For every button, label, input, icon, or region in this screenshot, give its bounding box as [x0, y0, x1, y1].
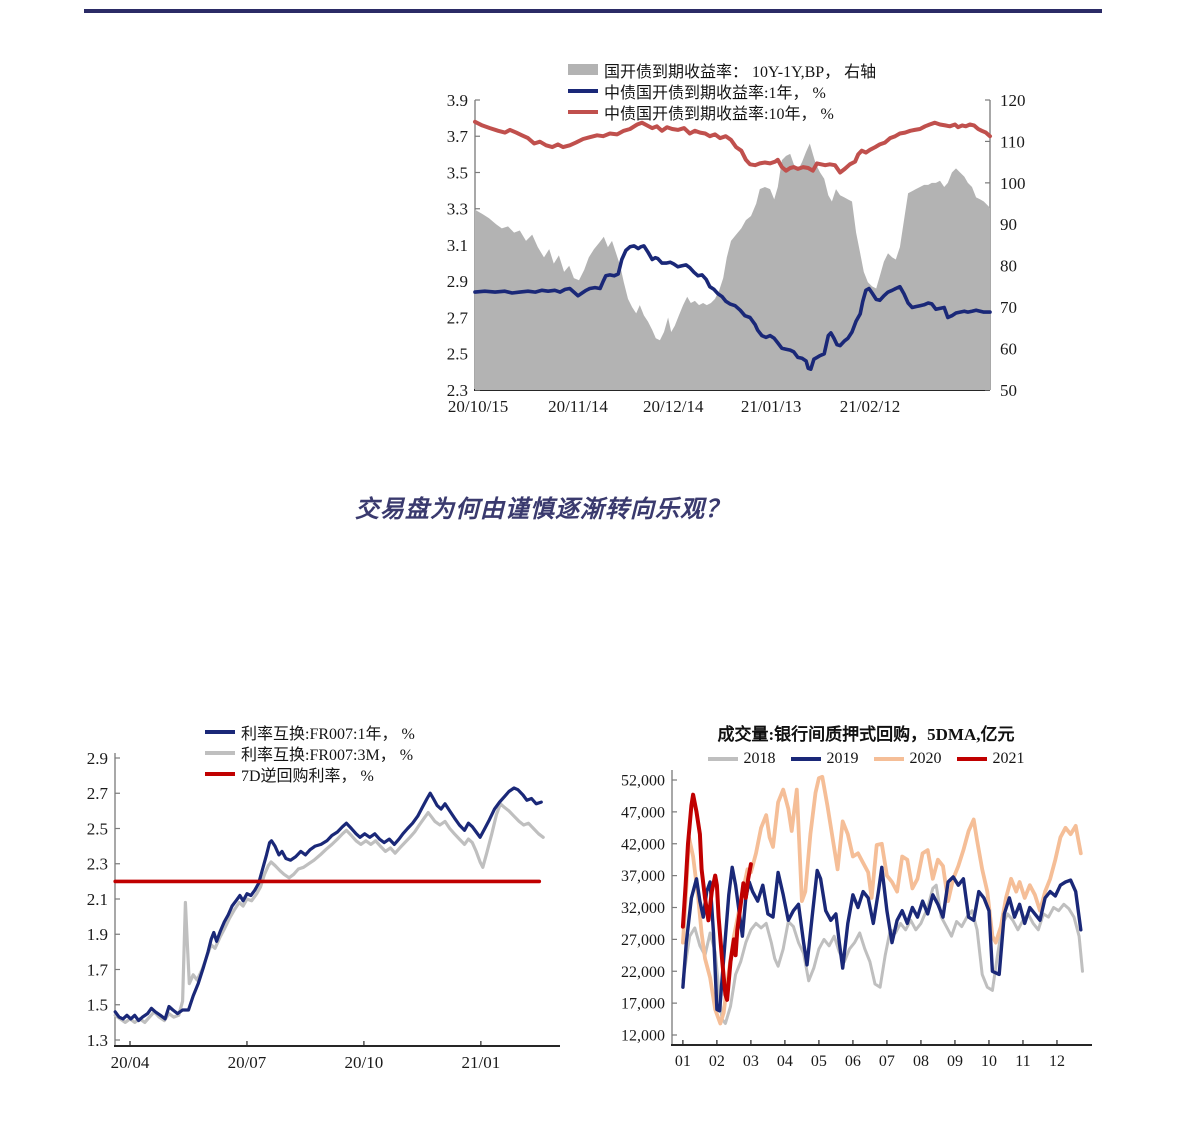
- legend-item: 7D逆回购利率， %: [205, 763, 415, 785]
- svg-text:20/11/14: 20/11/14: [548, 397, 608, 416]
- svg-text:3.7: 3.7: [447, 127, 469, 146]
- svg-text:22,000: 22,000: [621, 964, 665, 981]
- svg-text:52,000: 52,000: [621, 773, 665, 790]
- legend-label: 中债国开债到期收益率:1年， %: [604, 84, 826, 102]
- svg-text:3.3: 3.3: [447, 200, 468, 219]
- svg-text:21/01/13: 21/01/13: [741, 397, 801, 416]
- svg-text:2.9: 2.9: [87, 749, 108, 768]
- svg-text:47,000: 47,000: [621, 804, 665, 821]
- svg-text:03: 03: [743, 1053, 759, 1070]
- chart3-legend: 2018 2019 2020 2021: [646, 748, 1086, 769]
- legend-label: 中债国开债到期收益率:10年， %: [604, 105, 834, 123]
- svg-text:12: 12: [1049, 1053, 1065, 1070]
- top-divider: [84, 9, 1102, 13]
- fr007-1y-line-swatch: [205, 729, 235, 734]
- svg-text:01: 01: [675, 1053, 691, 1070]
- svg-text:04: 04: [777, 1053, 793, 1070]
- legend-item: 利率互换:FR007:3M， %: [205, 742, 415, 764]
- svg-text:2.9: 2.9: [447, 272, 468, 291]
- svg-text:3.9: 3.9: [447, 91, 468, 110]
- svg-text:2.5: 2.5: [87, 819, 108, 838]
- svg-text:17,000: 17,000: [621, 996, 665, 1013]
- svg-text:2.3: 2.3: [87, 855, 108, 874]
- fr007-swaps-plot: 2.9 2.7 2.5 2.3 2.1 1.9 1.7 1.5 1.320/04 20/07 20/…: [87, 749, 560, 1072]
- svg-text:12,000: 12,000: [621, 1028, 665, 1045]
- cdb-1y-line-swatch: [568, 88, 598, 93]
- svg-text:60: 60: [1000, 340, 1017, 359]
- svg-text:2.7: 2.7: [87, 784, 109, 803]
- svg-text:20/04: 20/04: [111, 1053, 150, 1072]
- chart-repo-volume: 成交量:银行间质押式回购，5DMA,亿元 2018 2019 2020 2021…: [600, 712, 1110, 1087]
- fr007-3m-line-swatch: [205, 750, 235, 755]
- year-2021-line-swatch: [956, 756, 987, 761]
- svg-text:2.5: 2.5: [447, 345, 468, 364]
- svg-text:1.9: 1.9: [87, 925, 108, 944]
- legend-label: 利率互换:FR007:1年， %: [241, 725, 415, 743]
- svg-text:2.1: 2.1: [87, 890, 108, 909]
- svg-text:32,000: 32,000: [621, 900, 665, 917]
- svg-text:3.1: 3.1: [447, 236, 468, 255]
- svg-text:1.5: 1.5: [87, 996, 108, 1015]
- legend-label: 2019: [826, 749, 859, 767]
- year-2019-line-swatch: [790, 756, 821, 761]
- svg-text:08: 08: [913, 1053, 929, 1070]
- svg-text:70: 70: [1000, 298, 1017, 317]
- legend-item: 2018: [707, 748, 776, 769]
- svg-text:06: 06: [845, 1053, 861, 1070]
- svg-text:09: 09: [947, 1053, 963, 1070]
- svg-text:42,000: 42,000: [621, 836, 665, 853]
- year-2018-line-swatch: [707, 756, 738, 761]
- chart3-title: 成交量:银行间质押式回购，5DMA,亿元: [717, 725, 1015, 744]
- svg-text:2.3: 2.3: [447, 381, 468, 400]
- legend-item: 中债国开债到期收益率:1年， %: [568, 80, 876, 102]
- legend-label: 7D逆回购利率， %: [241, 767, 374, 785]
- svg-text:20/10: 20/10: [345, 1053, 384, 1072]
- chart2-legend: 利率互换:FR007:1年， % 利率互换:FR007:3M， % 7D逆回购利…: [205, 721, 415, 785]
- svg-text:10: 10: [981, 1053, 997, 1070]
- repo-7d-line-swatch: [205, 771, 235, 776]
- legend-label: 国开债到期收益率： 10Y-1Y,BP， 右轴: [604, 63, 877, 81]
- svg-text:20/10/15: 20/10/15: [448, 397, 508, 416]
- legend-label: 利率互换:FR007:3M， %: [241, 746, 414, 764]
- chart-cdb-yields: 国开债到期收益率： 10Y-1Y,BP， 右轴 中债国开债到期收益率:1年， %…: [430, 55, 1070, 435]
- section-heading: 交易盘为何由谨慎逐渐转向乐观？: [355, 497, 730, 523]
- legend-item: 利率互换:FR007:1年， %: [205, 721, 415, 743]
- svg-text:21/01: 21/01: [461, 1053, 500, 1072]
- svg-text:1.3: 1.3: [87, 1031, 108, 1050]
- legend-item: 中债国开债到期收益率:10年， %: [568, 101, 876, 123]
- svg-text:20/12/14: 20/12/14: [643, 397, 704, 416]
- chart-fr007-swaps: 利率互换:FR007:1年， % 利率互换:FR007:3M， % 7D逆回购利…: [78, 715, 578, 1087]
- cdb-10y-line-swatch: [568, 109, 598, 114]
- svg-text:11: 11: [1015, 1053, 1030, 1070]
- svg-text:02: 02: [709, 1053, 725, 1070]
- svg-text:05: 05: [811, 1053, 827, 1070]
- cdb-yields-plot: 3.9 3.7 3.5 3.3 3.1 2.9 2.7 2.5 2.3 120 110 100 90 80…: [447, 91, 1026, 416]
- svg-text:120: 120: [1000, 91, 1026, 110]
- legend-label: 2018: [743, 749, 776, 767]
- spread-area-swatch: [568, 64, 598, 75]
- svg-text:100: 100: [1000, 174, 1026, 193]
- svg-text:110: 110: [1000, 132, 1025, 151]
- svg-text:37,000: 37,000: [621, 868, 665, 885]
- svg-text:2.7: 2.7: [447, 308, 469, 327]
- legend-label: 2020: [909, 749, 942, 767]
- svg-text:3.5: 3.5: [447, 163, 468, 182]
- svg-text:07: 07: [879, 1053, 895, 1070]
- repo-volume-plot: 52,000 47,000 42,000 37,000 32,000 27,000 22,0…: [621, 770, 1092, 1070]
- legend-label: 2021: [992, 749, 1025, 767]
- legend-item: 2019: [790, 748, 859, 769]
- year-2020-line-swatch: [873, 756, 904, 761]
- chart1-legend: 国开债到期收益率： 10Y-1Y,BP， 右轴 中债国开债到期收益率:1年， %…: [568, 59, 877, 123]
- svg-text:1.7: 1.7: [87, 960, 109, 979]
- legend-item: 国开债到期收益率： 10Y-1Y,BP， 右轴: [568, 59, 877, 81]
- svg-text:50: 50: [1000, 381, 1017, 400]
- svg-text:20/07: 20/07: [228, 1053, 267, 1072]
- svg-text:21/02/12: 21/02/12: [840, 397, 900, 416]
- svg-text:90: 90: [1000, 215, 1017, 234]
- legend-item: 2021: [956, 748, 1025, 769]
- legend-item: 2020: [873, 748, 942, 769]
- svg-text:27,000: 27,000: [621, 932, 665, 949]
- svg-text:80: 80: [1000, 257, 1017, 276]
